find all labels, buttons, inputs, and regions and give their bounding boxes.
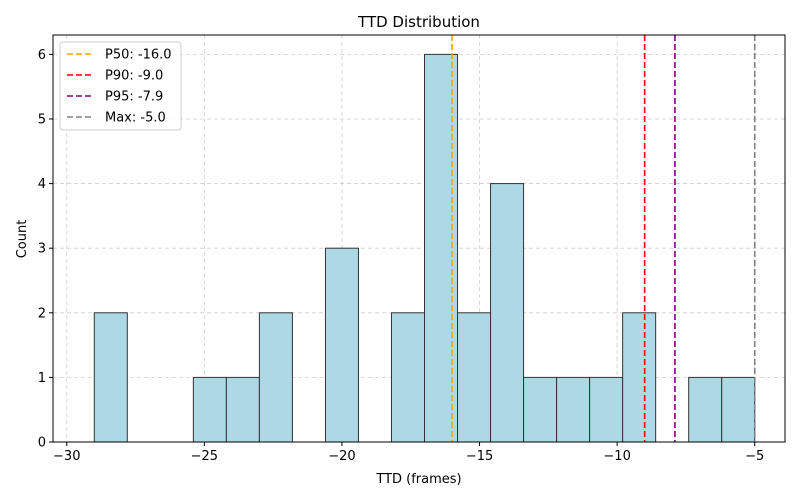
bar-2: [225, 376, 260, 443]
bar-13: [688, 376, 723, 443]
x-tick-label-3: −15: [466, 449, 493, 464]
legend-label-3: Max: -5.0: [105, 111, 166, 126]
bar-10: [556, 376, 591, 443]
y-tick-label-0: 0: [38, 436, 46, 451]
x-tick-label-0: −30: [53, 449, 80, 464]
y-tick-label-5: 5: [38, 112, 46, 127]
y-tick-label-1: 1: [38, 371, 46, 386]
y-axis-ticks: 0 1 2 3 4 5 6: [38, 48, 53, 451]
x-axis-ticks: −30 −25 −20 −15 −10 −5: [53, 442, 764, 464]
x-tick-label-2: −20: [328, 449, 355, 464]
x-tick-label-4: −10: [603, 449, 630, 464]
bar-3: [258, 312, 293, 443]
bar-5: [390, 312, 426, 443]
y-tick-label-6: 6: [38, 48, 46, 63]
x-tick-label-5: −5: [745, 449, 764, 464]
legend-label-0: P50: -16.0: [105, 48, 172, 63]
chart-title: TTD Distribution: [357, 13, 480, 31]
y-axis-label: Count: [15, 220, 30, 259]
bar-1: [192, 376, 227, 443]
histogram-bars: [93, 53, 756, 443]
legend-box: [59, 41, 182, 131]
bar-12: [622, 312, 657, 443]
reference-lines: [451, 35, 756, 442]
legend-label-1: P90: -9.0: [105, 69, 163, 84]
bar-8: [490, 183, 525, 443]
y-tick-label-4: 4: [38, 177, 46, 192]
y-tick-label-2: 2: [38, 306, 46, 321]
bar-14: [721, 376, 756, 443]
legend: P50: -16.0 P90: -9.0 P95: -7.9 Max: -5.0: [59, 41, 182, 131]
bar-7: [457, 312, 492, 443]
bar-0: [93, 312, 128, 443]
bar-9: [523, 376, 558, 443]
bar-4: [324, 247, 359, 443]
x-tick-label-1: −25: [191, 449, 218, 464]
y-tick-label-3: 3: [38, 242, 46, 257]
bar-11: [589, 376, 624, 443]
legend-label-2: P95: -7.9: [105, 90, 163, 105]
plot-frame: [52, 34, 786, 443]
x-axis-label: TTD (frames): [375, 472, 461, 487]
